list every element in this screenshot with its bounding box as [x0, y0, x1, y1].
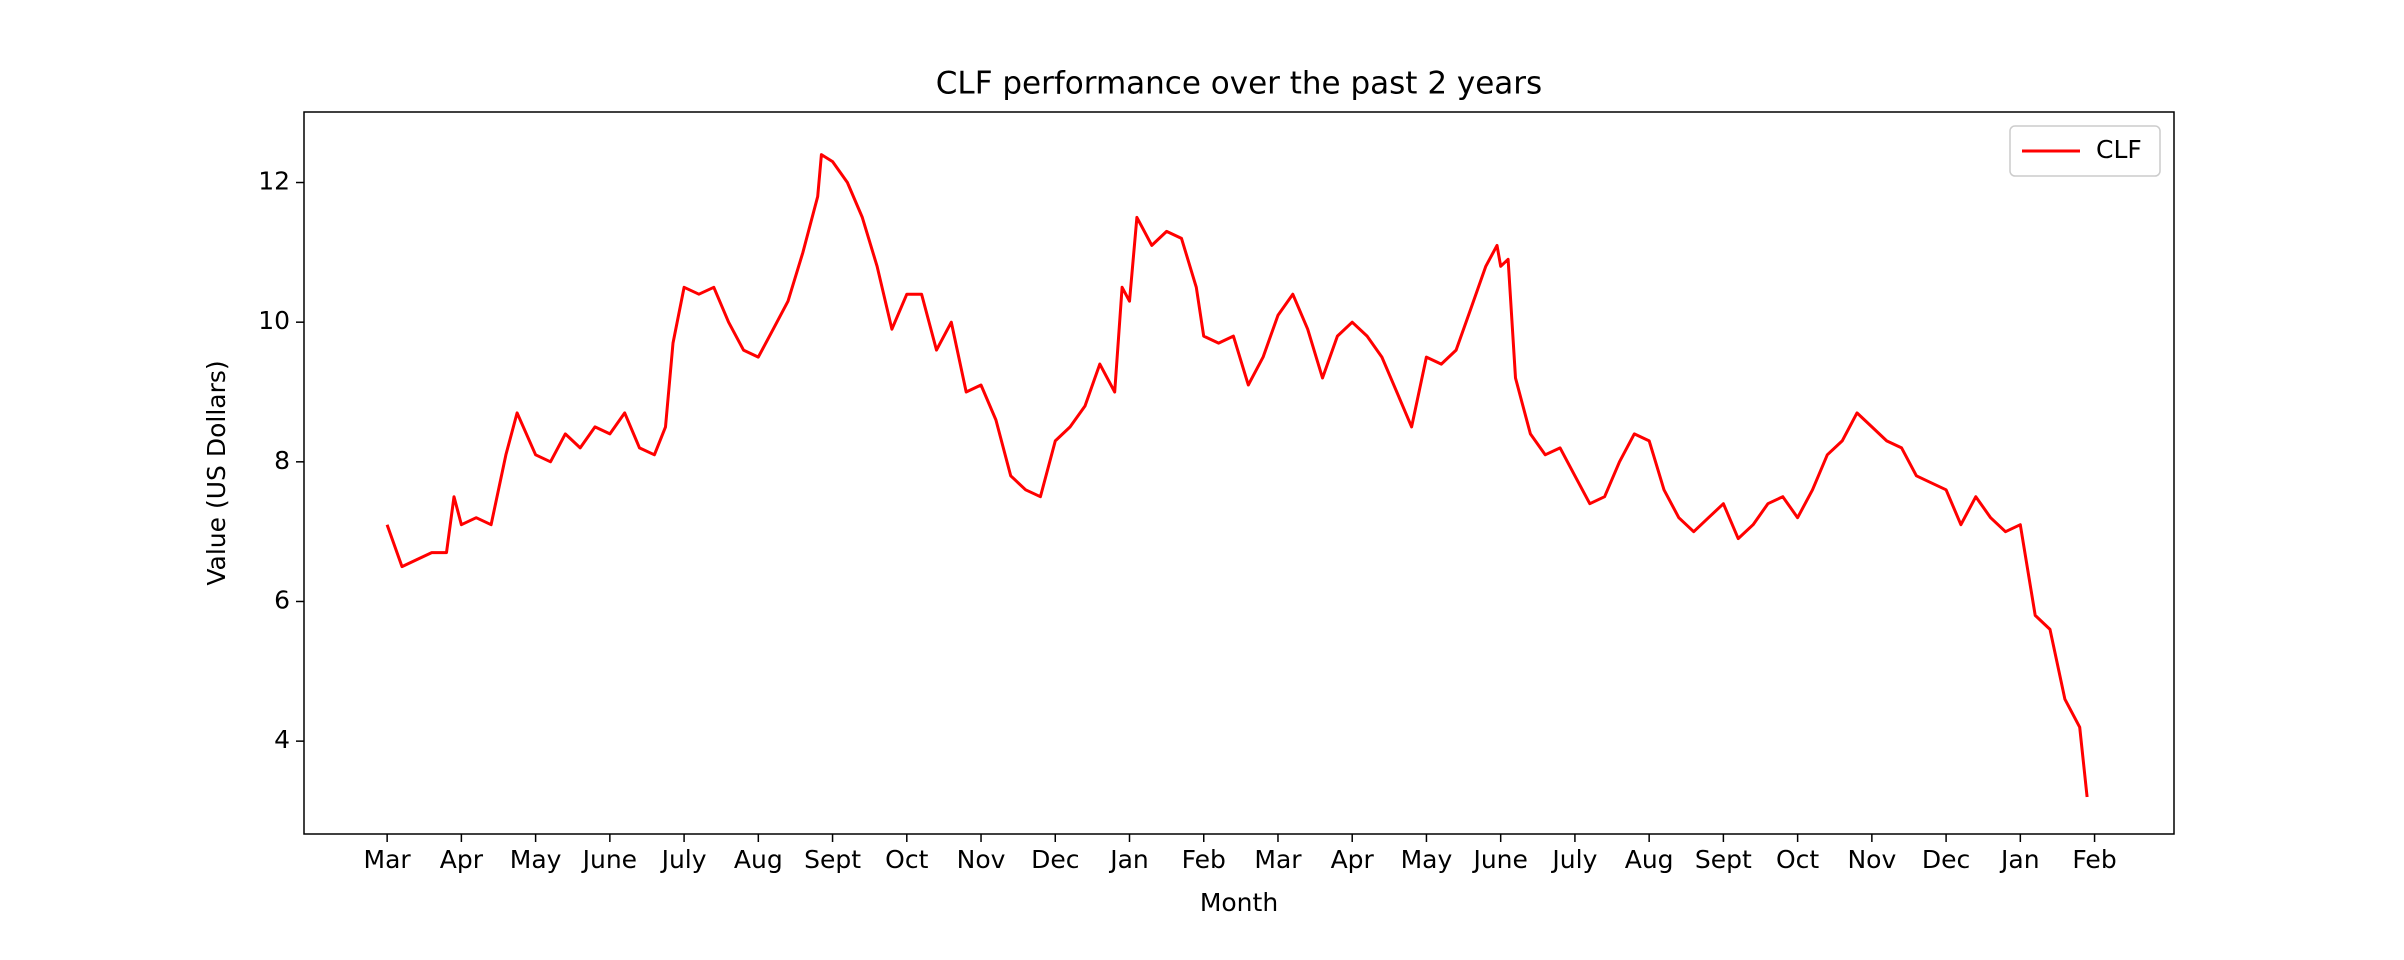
- x-tick-label: Mar: [1254, 845, 1302, 874]
- plot-frame: [303, 111, 2175, 835]
- x-axis-label: Month: [1200, 888, 1278, 917]
- x-tick-label: June: [581, 845, 637, 874]
- x-tick-label: Sept: [804, 845, 861, 874]
- x-tick-label: Jan: [1999, 845, 2040, 874]
- x-tick-label: May: [510, 845, 562, 874]
- chart-title: CLF performance over the past 2 years: [936, 66, 1542, 102]
- x-tick-label: Oct: [1776, 845, 1819, 874]
- x-tick-label: Aug: [734, 845, 783, 874]
- y-tick-label: 6: [274, 585, 290, 614]
- x-tick-label: Nov: [1847, 845, 1896, 874]
- y-axis-label: Value (US Dollars): [202, 360, 231, 585]
- x-tick-label: Jan: [1108, 845, 1149, 874]
- x-tick-label: Dec: [1922, 845, 1970, 874]
- x-tick-label: Apr: [1331, 845, 1375, 874]
- x-tick-label: Aug: [1625, 845, 1674, 874]
- x-tick-label: Nov: [957, 845, 1006, 874]
- x-tick-label: July: [1550, 845, 1597, 874]
- y-tick-label: 10: [258, 306, 290, 335]
- legend-box: [2009, 125, 2161, 177]
- x-tick-label: Dec: [1031, 845, 1079, 874]
- y-tick-label: 12: [258, 167, 290, 196]
- x-tick-label: Feb: [2072, 845, 2116, 874]
- line: [385, 153, 2089, 798]
- x-tick-label: Feb: [1182, 845, 1226, 874]
- x-tick-label: Sept: [1695, 845, 1752, 874]
- x-tick-label: June: [1471, 845, 1527, 874]
- y-tick-label: 8: [274, 446, 290, 475]
- legend-label: CLF: [2096, 135, 2142, 164]
- y-tick-label: 4: [274, 725, 290, 754]
- x-tick-label: Apr: [440, 845, 484, 874]
- x-tick-label: May: [1401, 845, 1453, 874]
- x-tick-label: July: [660, 845, 707, 874]
- x-tick-label: Mar: [364, 845, 412, 874]
- x-tick-label: Oct: [885, 845, 928, 874]
